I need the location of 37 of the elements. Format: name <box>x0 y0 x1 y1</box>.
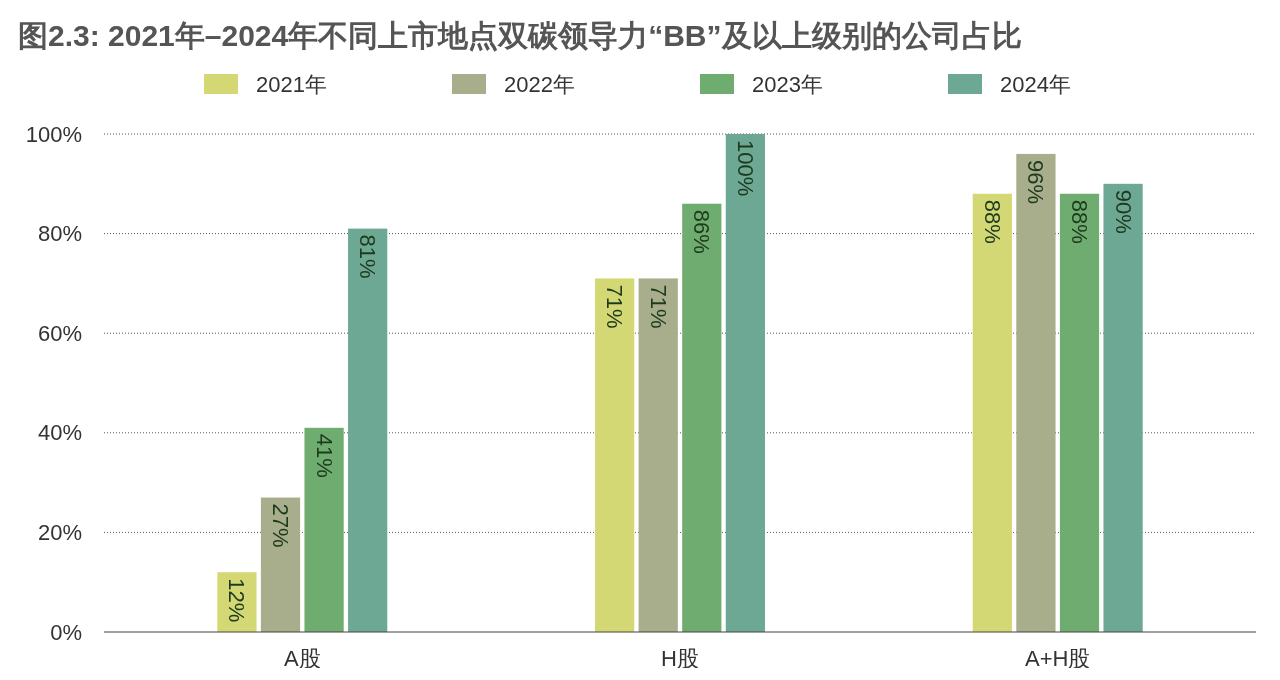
y-tick-label: 20% <box>37 519 82 545</box>
data-label: 96% <box>1023 159 1049 204</box>
legend-label: 2021年 <box>256 71 327 97</box>
bar <box>260 497 301 632</box>
data-label: 90% <box>1110 189 1136 234</box>
legend-label: 2023年 <box>752 71 823 97</box>
bar <box>348 228 388 632</box>
bar <box>638 278 678 632</box>
data-label: 100% <box>732 140 758 197</box>
bar <box>595 278 635 632</box>
y-tick-label: 100% <box>25 121 82 147</box>
x-tick-label: A股 <box>283 645 321 671</box>
y-tick-label: 40% <box>37 420 82 446</box>
data-label: 41% <box>311 433 337 478</box>
data-label: 86% <box>689 209 715 254</box>
legend-label: 2022年 <box>504 71 575 97</box>
data-label: 88% <box>979 199 1005 244</box>
bar <box>972 193 1012 632</box>
y-tick-label: 60% <box>37 320 82 346</box>
bar <box>1103 183 1143 632</box>
data-label: 12% <box>224 578 250 623</box>
legend-label: 2024年 <box>1000 71 1071 97</box>
x-tick-label: H股 <box>661 645 699 671</box>
x-tick-label: A+H股 <box>1024 645 1091 671</box>
data-label: 71% <box>602 284 628 329</box>
bar <box>725 134 765 632</box>
bar <box>1059 193 1100 632</box>
y-tick-label: 0% <box>50 619 82 645</box>
y-tick-label: 80% <box>37 221 82 247</box>
bar <box>304 427 344 632</box>
bar <box>1016 153 1056 632</box>
chart-title: 图2.3: 2021年–2024年不同上市地点双碳领导力“BB”及以上级别的公司占比 <box>18 19 1022 52</box>
bar <box>682 203 722 632</box>
data-label: 27% <box>268 503 293 548</box>
data-label: 81% <box>355 234 381 279</box>
data-label: 71% <box>645 284 671 329</box>
data-label: 88% <box>1067 199 1092 244</box>
